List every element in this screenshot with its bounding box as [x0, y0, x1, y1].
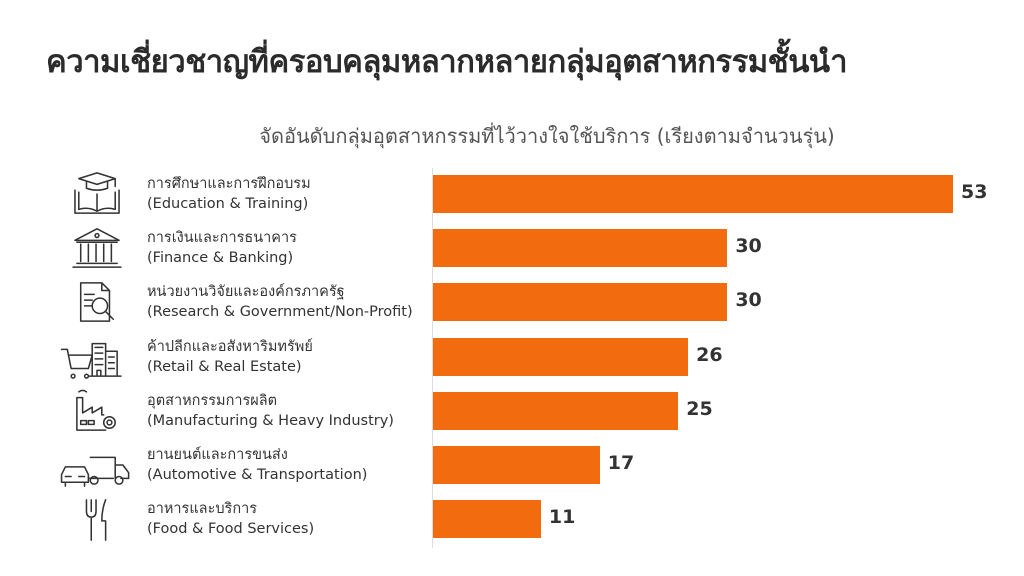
category-label-th: อุตสาหกรรมการผลิต — [147, 392, 278, 409]
category-label-en: (Finance & Banking) — [147, 250, 294, 267]
bar — [433, 391, 679, 430]
bar — [433, 446, 600, 484]
data-label: 53 — [961, 181, 988, 203]
category-label-th: ยานยนต์และการขนส่ง — [147, 447, 288, 463]
category-label-en: (Automotive & Transportation) — [147, 467, 368, 483]
chart-title: จัดอันดับกลุ่มอุตสาหกรรมที่ไว้วางใจใช้บร… — [259, 124, 835, 148]
factory-gear-icon — [76, 389, 116, 431]
car-truck-icon — [60, 456, 130, 487]
document-search-icon — [79, 282, 115, 323]
bar — [433, 337, 689, 376]
category-label: การเงินและการธนาคาร (Finance & Banking) — [147, 228, 297, 268]
category-label-en: (Retail & Real Estate) — [147, 358, 302, 375]
category-label-en: (Research & Government/Non-Profit) — [147, 304, 413, 321]
y-axis-line — [432, 168, 433, 548]
category-label: ค้าปลีกและอสังหาริมทรัพย์ (Retail & Real … — [147, 337, 313, 377]
data-label: 30 — [735, 235, 762, 258]
category-label-en: (Education & Training) — [147, 196, 309, 212]
category-label-en: (Food & Food Services) — [147, 521, 315, 538]
data-label: 30 — [735, 289, 762, 312]
category-label: หน่วยงานวิจัยและองค์กรภาครัฐ (Research & … — [147, 282, 413, 322]
category-label: การศึกษาและการฝึกอบรม (Education & Traini… — [147, 174, 311, 214]
bar — [433, 175, 953, 213]
category-label: อุตสาหกรรมการผลิต (Manufacturing & Heavy … — [147, 391, 394, 431]
category-label-th: หน่วยงานวิจัยและองค์กรภาครัฐ — [147, 284, 345, 301]
bank-icon — [72, 228, 122, 269]
data-label: 25 — [686, 397, 713, 420]
data-label: 11 — [548, 506, 576, 529]
bar-row: ค้าปลีกและอสังหาริมทรัพย์ (Retail & Real … — [0, 330, 1024, 384]
bar-row: ยานยนต์และการขนส่ง (Automotive & Transpor… — [0, 438, 1024, 492]
category-label: อาหารและบริการ (Food & Food Services) — [147, 499, 314, 539]
bar — [433, 283, 728, 322]
page-title: ความเชี่ยวชาญที่ครอบคลุมหลากหลายกลุ่มอุต… — [46, 44, 848, 80]
category-label-th: การศึกษาและการฝึกอบรม — [147, 176, 311, 192]
bar-row: การเงินและการธนาคาร (Finance & Banking) 3… — [0, 221, 1024, 275]
graduation-book-icon — [74, 172, 120, 214]
category-label: ยานยนต์และการขนส่ง (Automotive & Transpor… — [147, 445, 367, 485]
bar-row: อุตสาหกรรมการผลิต (Manufacturing & Heavy … — [0, 384, 1024, 438]
bar-row: การศึกษาและการฝึกอบรม (Education & Traini… — [0, 167, 1024, 221]
bar-row: อาหารและบริการ (Food & Food Services) 11 — [0, 492, 1024, 546]
bar — [433, 229, 728, 268]
cart-building-icon — [60, 342, 122, 379]
category-label-th: อาหารและบริการ — [147, 501, 258, 518]
category-label-th: ค้าปลีกและอสังหาริมทรัพย์ — [147, 338, 313, 355]
bar-row: หน่วยงานวิจัยและองค์กรภาครัฐ (Research & … — [0, 275, 1024, 329]
category-label-en: (Manufacturing & Heavy Industry) — [147, 412, 394, 429]
fork-knife-icon — [85, 499, 107, 542]
data-label: 26 — [696, 343, 723, 366]
data-label: 17 — [607, 452, 635, 474]
category-label-th: การเงินและการธนาคาร — [147, 230, 297, 247]
bar — [433, 500, 541, 539]
